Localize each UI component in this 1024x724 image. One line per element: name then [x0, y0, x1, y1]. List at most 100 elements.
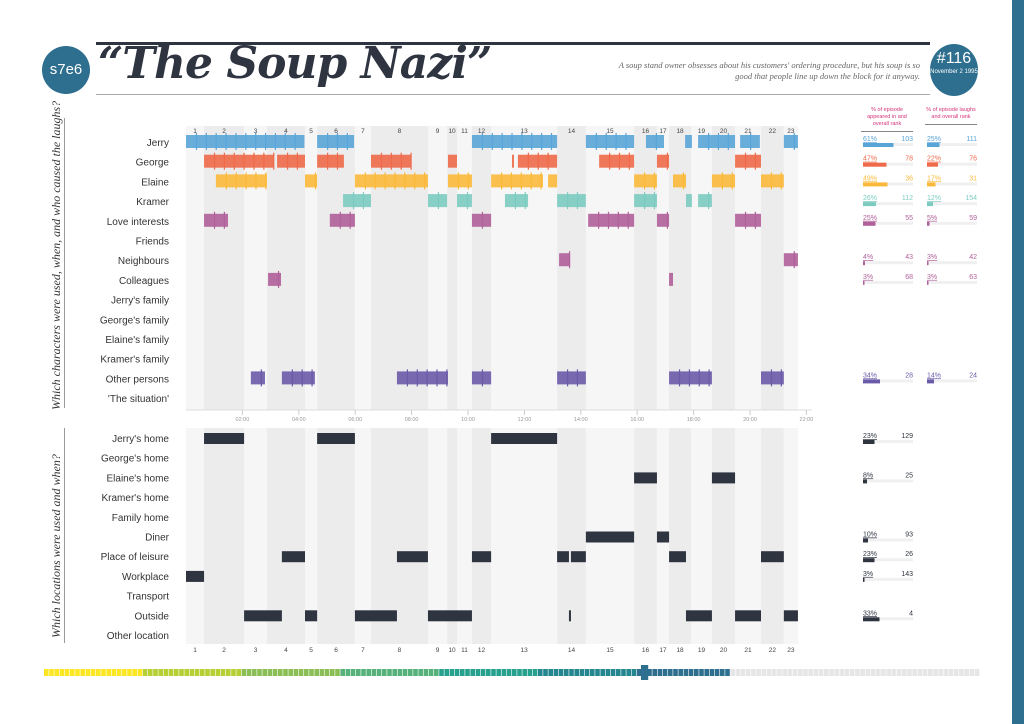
series-episode-cell	[470, 669, 475, 676]
character-segment	[673, 174, 686, 188]
location-segment	[634, 472, 657, 484]
episode-code-badge: s7e6	[42, 46, 90, 94]
character-segment	[354, 174, 428, 188]
scene-stripe	[266, 126, 306, 410]
laugh-mark	[500, 172, 503, 190]
series-episode-cell	[954, 669, 959, 676]
series-episode-cell	[590, 669, 595, 676]
series-episode-cell	[933, 669, 938, 676]
series-episode-cell	[756, 669, 761, 676]
series-episode-cell	[860, 669, 865, 676]
laugh-mark	[296, 152, 299, 170]
scene-label-top: 10	[448, 128, 456, 135]
appeared-pct: 4%	[863, 254, 873, 261]
scene-label-bottom: 9	[436, 647, 440, 654]
series-episode-cell	[610, 669, 616, 676]
series-episode-cell	[413, 669, 418, 676]
location-segment	[305, 610, 318, 622]
laugh-mark	[698, 369, 700, 387]
time-tick-label: 10:00	[461, 417, 475, 423]
scene-stripe	[491, 126, 558, 410]
row-label-character: Elaine	[141, 177, 169, 188]
appeared-rank: 55	[905, 215, 913, 222]
location-segment	[186, 570, 205, 582]
series-episode-cell	[636, 669, 642, 676]
laugh-mark	[501, 133, 503, 150]
episode-number: #116	[936, 50, 972, 67]
series-episode-cell	[215, 669, 221, 676]
laugh-mark	[653, 192, 656, 210]
series-episode-cell	[730, 669, 735, 676]
character-segment	[656, 213, 670, 227]
series-episode-cell	[158, 669, 163, 676]
location-appeared-bar	[863, 479, 867, 484]
laugh-mark	[511, 133, 513, 150]
series-episode-cell	[714, 669, 720, 676]
laugh-mark	[410, 152, 412, 170]
laugh-mark	[265, 172, 267, 190]
time-tick-label: 20:00	[743, 417, 757, 423]
character-segment	[656, 154, 670, 168]
scene-label-top: 21	[744, 128, 752, 135]
scene-stripe	[711, 126, 736, 410]
laugh-mark	[277, 270, 280, 288]
series-episode-cell	[137, 669, 143, 676]
series-episode-cell	[834, 669, 839, 676]
appeared-bar	[863, 280, 865, 285]
series-episode-cell	[512, 669, 517, 676]
row-label-location: Transport	[127, 592, 170, 603]
series-episode-cell	[725, 669, 730, 676]
series-episode-cell	[584, 669, 590, 676]
laugh-mark	[550, 133, 553, 150]
appeared-rank: 112	[902, 195, 913, 202]
series-episode-cell	[704, 669, 709, 676]
series-episode-cell	[694, 669, 699, 676]
character-segment	[268, 272, 282, 286]
laughs-bar-track	[927, 202, 977, 206]
series-episode-cell	[777, 669, 782, 676]
series-episode-cell	[241, 669, 247, 676]
series-episode-cell	[501, 669, 507, 676]
laugh-mark	[362, 192, 365, 210]
row-label-location: Elaine's home	[107, 473, 170, 484]
series-episode-cell	[116, 669, 122, 676]
character-segment	[685, 194, 692, 208]
character-segment	[669, 272, 674, 286]
series-episode-cell	[309, 669, 314, 676]
series-episode-cell	[382, 669, 387, 676]
character-segment	[557, 194, 586, 208]
scene-label-top: 18	[676, 128, 684, 135]
location-segment	[491, 433, 558, 444]
series-episode-cell	[75, 669, 80, 676]
laugh-mark	[481, 211, 484, 229]
laugh-mark	[243, 152, 245, 170]
character-segment	[645, 135, 664, 148]
location-appeared-bar-track	[863, 577, 913, 581]
scene-label-bottom: 12	[478, 647, 486, 654]
scene-stripe	[471, 126, 492, 410]
series-episode-cell	[595, 669, 600, 676]
scene-label-top: 19	[698, 128, 706, 135]
scene-label-bottom: 6	[334, 647, 338, 654]
laugh-mark	[374, 172, 376, 190]
laugh-mark	[245, 172, 247, 190]
scene-label-top: 1	[193, 128, 197, 135]
appeared-rank: 103	[901, 136, 913, 143]
time-tick-label: 08:00	[405, 417, 419, 423]
col-header-laughs: % of episode laughs and overall rank	[925, 107, 977, 125]
character-segment	[491, 174, 544, 188]
scene-stripe	[735, 428, 761, 644]
laughs-bar	[927, 261, 929, 266]
character-segment	[634, 194, 657, 208]
laughs-rank: 42	[969, 254, 977, 261]
laugh-mark	[576, 192, 579, 210]
scene-stripe	[186, 428, 205, 644]
appeared-rank: 36	[905, 175, 913, 182]
row-label-character: Colleagues	[119, 276, 169, 287]
scene-label-bottom: 23	[787, 647, 795, 654]
scene-label-bottom: 5	[309, 647, 313, 654]
laugh-mark	[424, 172, 426, 190]
appeared-bar-track	[863, 202, 913, 206]
appeared-rank: 68	[905, 274, 913, 281]
laughs-rank: 111	[966, 136, 977, 143]
